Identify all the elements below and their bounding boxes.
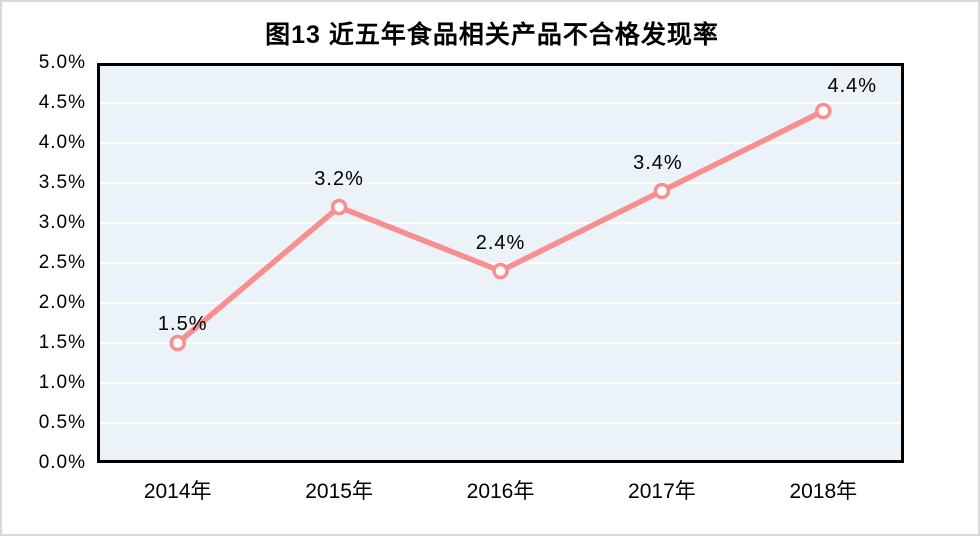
y-axis-tick-label: 4.5% [38,92,86,113]
data-point-label: 3.2% [314,168,364,190]
y-axis-tick-label: 3.5% [38,172,86,193]
x-axis-tick-label: 2017年 [628,480,696,503]
y-axis-tick-label: 0.0% [38,452,86,473]
x-axis-tick-label: 2015年 [305,480,373,503]
y-axis-tick-label: 1.5% [38,332,86,353]
data-point-label: 1.5% [157,313,208,335]
data-point-label: 2.4% [475,232,526,254]
x-axis-tick-label: 2014年 [143,480,212,503]
y-axis-tick-label: 0.5% [38,412,86,433]
data-point-label: 4.4% [827,75,878,97]
data-point-label: 3.4% [633,152,683,174]
y-axis-tick-label: 3.0% [38,212,86,233]
plot-area [97,63,904,463]
y-axis-tick-label: 2.0% [38,292,86,313]
x-axis-tick-label: 2018年 [789,480,858,503]
y-axis-tick-label: 2.5% [38,252,86,273]
y-axis-tick-label: 5.0% [38,52,86,73]
y-axis-tick-label: 1.0% [38,372,86,393]
y-axis-tick-label: 4.0% [38,132,86,153]
x-axis-tick-label: 2016年 [466,480,535,503]
chart-title: 图13 近五年食品相关产品不合格发现率 [265,21,719,49]
